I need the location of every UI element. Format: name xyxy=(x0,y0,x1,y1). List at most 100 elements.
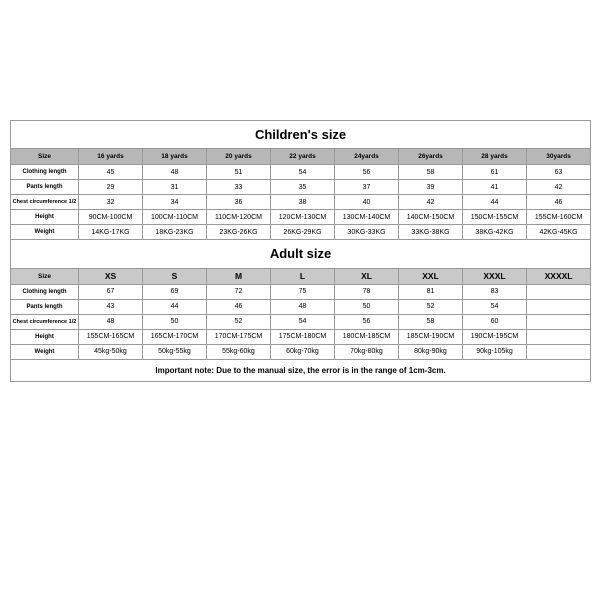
col-header: 24yards xyxy=(335,149,399,165)
cell: 18KG-23KG xyxy=(143,225,207,240)
cell: 38KG-42KG xyxy=(463,225,527,240)
cell: 63 xyxy=(527,165,591,180)
adult-header-row: Size XS S M L XL XXL XXXL XXXXL xyxy=(11,268,591,284)
table-row: Height 155CM-165CM 165CM-170CM 170CM-175… xyxy=(11,329,591,344)
row-label: Height xyxy=(11,329,79,344)
row-label: Pants length xyxy=(11,180,79,195)
cell: 31 xyxy=(143,180,207,195)
children-size-table: Children's size Size 16 yards 18 yards 2… xyxy=(10,120,591,240)
cell xyxy=(527,329,591,344)
children-title-row: Children's size xyxy=(11,121,591,149)
cell: 45 xyxy=(79,165,143,180)
cell: 70kg-80kg xyxy=(335,344,399,359)
cell: 155CM-165CM xyxy=(79,329,143,344)
cell: 56 xyxy=(335,165,399,180)
row-label: Height xyxy=(11,210,79,225)
row-label: Clothing length xyxy=(11,165,79,180)
cell: 34 xyxy=(143,195,207,210)
cell: 35 xyxy=(271,180,335,195)
cell: 100CM-110CM xyxy=(143,210,207,225)
col-header: 16 yards xyxy=(79,149,143,165)
cell: 50 xyxy=(143,314,207,329)
cell: 52 xyxy=(207,314,271,329)
cell: 165CM-170CM xyxy=(143,329,207,344)
table-row: Height 90CM-100CM 100CM-110CM 110CM-120C… xyxy=(11,210,591,225)
cell: 26KG-29KG xyxy=(271,225,335,240)
cell: 44 xyxy=(143,299,207,314)
cell: 46 xyxy=(527,195,591,210)
cell: 61 xyxy=(463,165,527,180)
cell: 58 xyxy=(399,165,463,180)
cell: 33KG-38KG xyxy=(399,225,463,240)
cell: 140CM-150CM xyxy=(399,210,463,225)
cell: 48 xyxy=(271,299,335,314)
cell: 90CM-100CM xyxy=(79,210,143,225)
cell: 45kg-50kg xyxy=(79,344,143,359)
col-header: 20 yards xyxy=(207,149,271,165)
col-header: 18 yards xyxy=(143,149,207,165)
cell: 48 xyxy=(79,314,143,329)
children-header-row: Size 16 yards 18 yards 20 yards 22 yards… xyxy=(11,149,591,165)
cell: 43 xyxy=(79,299,143,314)
col-header: 22 yards xyxy=(271,149,335,165)
note-row: Important note: Due to the manual size, … xyxy=(11,359,591,381)
cell: 37 xyxy=(335,180,399,195)
cell: 60kg-70kg xyxy=(271,344,335,359)
cell: 55kg-60kg xyxy=(207,344,271,359)
col-header: 26yards xyxy=(399,149,463,165)
cell: 80kg-90kg xyxy=(399,344,463,359)
cell: 51 xyxy=(207,165,271,180)
cell: 58 xyxy=(399,314,463,329)
table-row: Pants length 43 44 46 48 50 52 54 xyxy=(11,299,591,314)
row-label: Weight xyxy=(11,344,79,359)
cell: 56 xyxy=(335,314,399,329)
cell: 67 xyxy=(79,284,143,299)
table-row: Weight 45kg-50kg 50kg-55kg 55kg-60kg 60k… xyxy=(11,344,591,359)
cell: 54 xyxy=(463,299,527,314)
cell: 23KG-26KG xyxy=(207,225,271,240)
cell: 14KG-17KG xyxy=(79,225,143,240)
cell: 170CM-175CM xyxy=(207,329,271,344)
table-row: Chest circumference 1/2 32 34 36 38 40 4… xyxy=(11,195,591,210)
table-row: Clothing length 45 48 51 54 56 58 61 63 xyxy=(11,165,591,180)
important-note: Important note: Due to the manual size, … xyxy=(11,359,591,381)
cell: 52 xyxy=(399,299,463,314)
row-label: Chest circumference 1/2 xyxy=(11,195,79,210)
cell: 60 xyxy=(463,314,527,329)
cell: 180CM-185CM xyxy=(335,329,399,344)
col-header: XS xyxy=(79,268,143,284)
col-header: Size xyxy=(11,149,79,165)
cell: 48 xyxy=(143,165,207,180)
cell: 44 xyxy=(463,195,527,210)
col-header: XXL xyxy=(399,268,463,284)
row-label: Pants length xyxy=(11,299,79,314)
adult-title-row: Adult size xyxy=(11,240,591,268)
cell: 46 xyxy=(207,299,271,314)
children-title: Children's size xyxy=(11,121,591,149)
cell: 120CM-130CM xyxy=(271,210,335,225)
cell: 50kg-55kg xyxy=(143,344,207,359)
cell: 175CM-180CM xyxy=(271,329,335,344)
adult-size-table: Adult size Size XS S M L XL XXL XXXL XXX… xyxy=(10,240,591,382)
cell xyxy=(527,299,591,314)
cell: 54 xyxy=(271,165,335,180)
col-header: 28 yards xyxy=(463,149,527,165)
cell: 90kg-105kg xyxy=(463,344,527,359)
size-chart-document: Children's size Size 16 yards 18 yards 2… xyxy=(0,0,600,600)
cell: 155CM-160CM xyxy=(527,210,591,225)
cell: 185CM-190CM xyxy=(399,329,463,344)
col-header: XXXXL xyxy=(527,268,591,284)
col-header: Size xyxy=(11,268,79,284)
adult-title: Adult size xyxy=(11,240,591,268)
col-header: 30yards xyxy=(527,149,591,165)
cell: 75 xyxy=(271,284,335,299)
table-row: Pants length 29 31 33 35 37 39 41 42 xyxy=(11,180,591,195)
cell xyxy=(527,314,591,329)
cell: 38 xyxy=(271,195,335,210)
cell: 54 xyxy=(271,314,335,329)
cell: 29 xyxy=(79,180,143,195)
cell: 39 xyxy=(399,180,463,195)
cell: 32 xyxy=(79,195,143,210)
cell xyxy=(527,284,591,299)
col-header: XL xyxy=(335,268,399,284)
